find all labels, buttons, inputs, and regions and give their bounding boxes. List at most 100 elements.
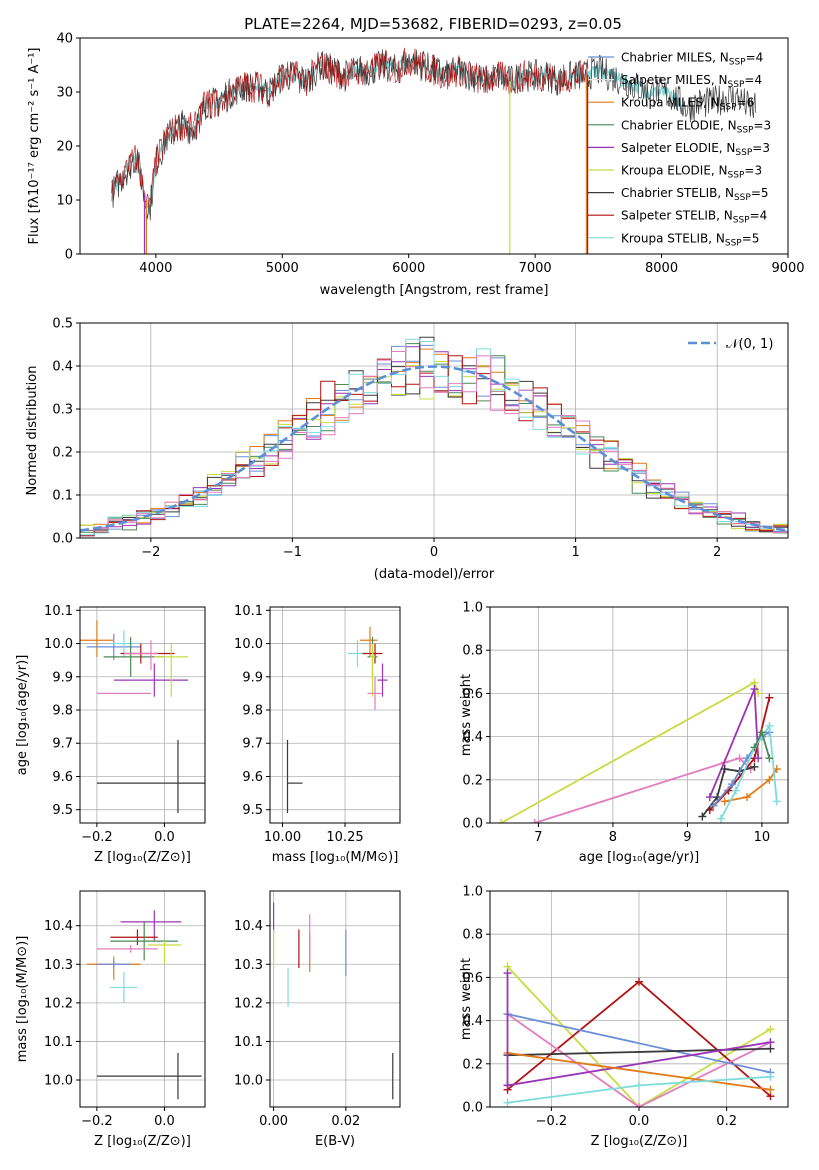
legend-subscript: SSP: [734, 193, 751, 203]
y-tick-label: 9.8: [242, 704, 263, 719]
y-tick-label: 0.6: [462, 971, 483, 986]
y-tick-label: 0.3: [52, 403, 73, 418]
y-tick-label: 9.5: [52, 803, 73, 818]
y-tick-label: 10.0: [44, 1074, 73, 1089]
y-tick-label: 9.9: [52, 670, 73, 685]
weight-line: [507, 1052, 771, 1091]
x-axis-label: age [log₁₀(age/yr)]: [579, 850, 700, 865]
y-tick-label: 0.2: [52, 446, 73, 461]
y-tick-label: 10.1: [234, 1035, 263, 1050]
histogram-line: [80, 351, 788, 533]
age_vs_Z-errorbars: [80, 620, 205, 814]
y-tick-label: 10.3: [234, 958, 263, 973]
x-axis-label: (data-model)/error: [374, 567, 495, 582]
y-tick-label: 0.5: [52, 317, 73, 332]
y-tick-label: 10.0: [234, 637, 263, 652]
legend-subscript: SSP: [728, 171, 745, 181]
y-tick-label: 0.0: [462, 817, 483, 832]
y-tick-label: 20: [56, 140, 73, 155]
x-tick-label: 0.0: [154, 830, 175, 845]
legend-label: Chabrier MILES, NSSP=4: [621, 51, 763, 68]
spectrum-frame: [79, 37, 789, 255]
legend-subscript: SSP: [725, 238, 742, 248]
weight-line: [500, 681, 760, 823]
y-tick-label: 1.0: [462, 885, 483, 900]
y-tick-label: 0.4: [462, 1014, 483, 1029]
x-tick-label: 8000: [645, 261, 678, 276]
x-tick-label: 0.2: [716, 1114, 737, 1129]
legend-value: =5: [742, 231, 760, 245]
residuals-frame: [79, 322, 789, 539]
legend-subscript: SSP: [729, 58, 746, 68]
x-tick-label: 8: [609, 830, 617, 845]
legend-value: =4: [744, 73, 762, 87]
mass_vs_Z-axes: −0.2 0.0 10.0 10.1 10.2 10.3 10.4 Z [log₁₀(Z/Z⊙…: [15, 891, 205, 1149]
y-tick-label: 0.2: [462, 773, 483, 788]
spectrum-line: [111, 49, 757, 221]
y-tick-label: 0.1: [52, 489, 73, 504]
legend-subscript: SSP: [728, 80, 745, 90]
y-tick-label: 0.8: [462, 928, 483, 943]
legend-label: Chabrier STELIB, NSSP=5: [621, 186, 769, 203]
legend-value: =3: [752, 141, 770, 155]
x-tick-label: 7: [534, 830, 542, 845]
age_vs_Z-frame: [79, 606, 206, 824]
x-axis-label: wavelength [Angstrom, rest frame]: [320, 283, 549, 298]
x-tick-label: 10.00: [264, 830, 301, 845]
x-tick-label: 0.0: [629, 1114, 650, 1129]
x-tick-label: 6000: [392, 261, 425, 276]
y-tick-label: 9.6: [52, 770, 73, 785]
weight-line: [720, 723, 778, 820]
figure-title: PLATE=2264, MJD=53682, FIBERID=0293, z=0…: [244, 15, 622, 33]
spectrum-legend: Chabrier MILES, NSSP=4 Salpeter MILES, NS…: [588, 51, 771, 248]
y-tick-label: 10: [56, 194, 73, 209]
weight-line: [507, 1013, 771, 1074]
x-tick-label: 9000: [771, 261, 804, 276]
weight_vs_Z-lines: [503, 962, 775, 1107]
y-tick-label: 0.2: [462, 1057, 483, 1072]
y-tick-label: 10.1: [234, 604, 263, 619]
y-tick-label: 10.0: [44, 637, 73, 652]
y-tick-label: 0.0: [52, 532, 73, 547]
legend-label: 𝒩(0, 1): [726, 337, 773, 352]
y-tick-label: 9.7: [242, 737, 263, 752]
legend-value: =6: [737, 96, 755, 110]
y-tick-label: 0.4: [52, 360, 73, 375]
legend-label: Kroupa STELIB, NSSP=5: [621, 231, 759, 248]
x-tick-label: 7000: [519, 261, 552, 276]
legend-label: Salpeter ELODIE, NSSP=3: [621, 141, 770, 158]
spectrum-line: [111, 47, 589, 209]
y-axis-label: Flux [fλ10⁻¹⁷ erg cm⁻² s⁻¹ A⁻¹]: [27, 48, 42, 245]
y-tick-label: 10.4: [44, 919, 73, 934]
mass_vs_Z-errorbars: [86, 910, 202, 1100]
residual-histograms: [80, 336, 788, 537]
legend-subscript: SSP: [737, 125, 754, 135]
weight-line: [724, 768, 778, 803]
legend-label: Chabrier ELODIE, NSSP=3: [621, 118, 771, 135]
weight_vs_age-lines: [497, 678, 781, 823]
x-tick-label: 5000: [266, 261, 299, 276]
legend-value: =3: [753, 118, 771, 132]
y-tick-label: 0.0: [462, 1101, 483, 1116]
residual-legend: 𝒩(0, 1): [688, 337, 773, 352]
y-tick-label: 10.2: [234, 996, 263, 1011]
x-axis-label: mass [log₁₀(M/M⊙)]: [272, 850, 399, 865]
normal-curve: [80, 365, 788, 532]
legend-value: =5: [751, 186, 769, 200]
x-tick-label: 9: [683, 830, 691, 845]
x-tick-label: 10: [754, 830, 771, 845]
x-tick-label: −1: [283, 545, 302, 560]
spectrum-axes: 4000 5000 6000 7000 8000 9000 0 10 20 30 40 wavelen…: [27, 32, 805, 299]
weight-line: [506, 1013, 771, 1107]
mass_vs_Z-frame: [79, 890, 206, 1108]
spectrum-lines: [110, 47, 757, 254]
y-axis-label: mass [log₁₀(M/M⊙)]: [15, 936, 30, 1063]
weight-line: [507, 1041, 771, 1087]
x-tick-label: 2: [713, 545, 721, 560]
y-tick-label: 0.6: [462, 687, 483, 702]
y-tick-label: 10.4: [234, 919, 263, 934]
mass_vs_ebv-errorbars: [273, 902, 394, 1100]
weight_vs_age-frame: [489, 606, 789, 824]
weight-line: [506, 965, 771, 1107]
